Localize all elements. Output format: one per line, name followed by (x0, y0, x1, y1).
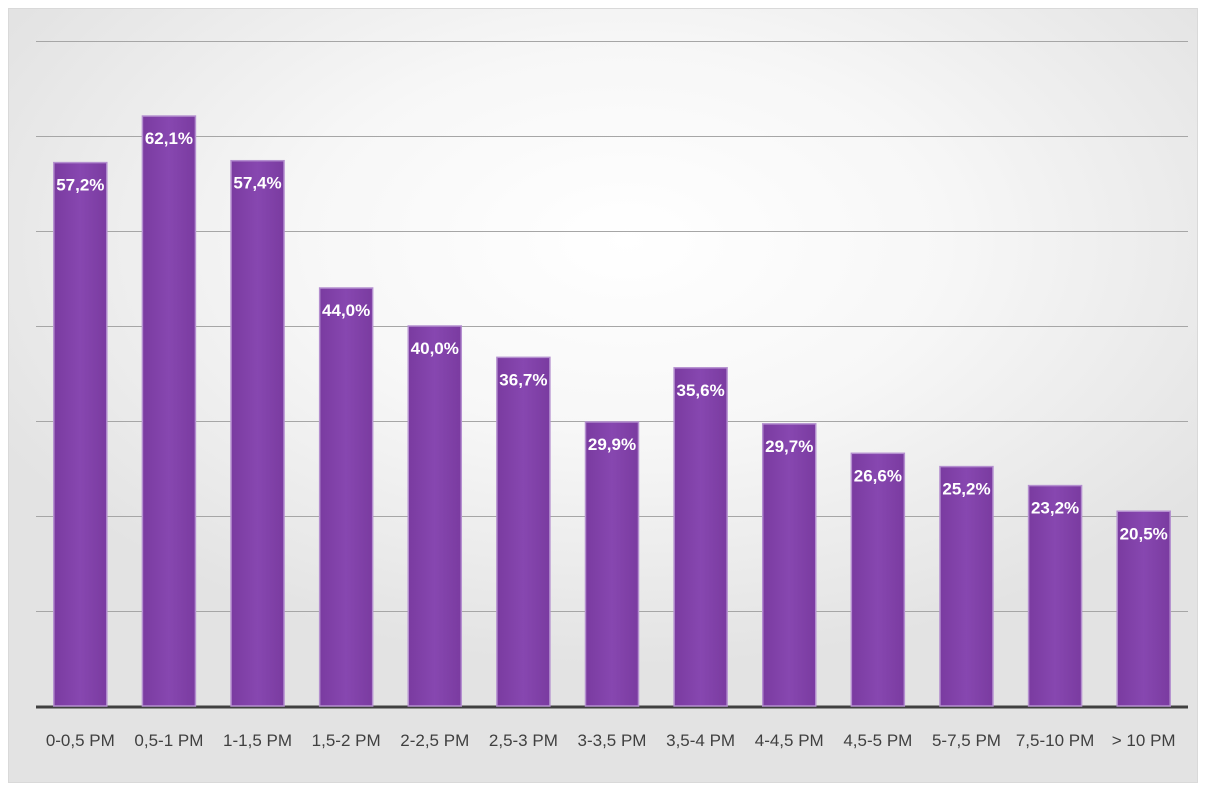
x-tick-label: 7,5-10 PM (1016, 731, 1094, 750)
bar (939, 465, 994, 707)
data-label: 29,9% (588, 435, 636, 454)
bar (230, 159, 285, 707)
bar (850, 452, 906, 707)
bar (761, 423, 817, 707)
x-tick-label: 1-1,5 PM (223, 731, 292, 750)
data-label: 26,6% (854, 466, 902, 485)
bar (496, 356, 551, 707)
x-tick-label: 3,5-4 PM (666, 731, 735, 750)
bar (407, 325, 463, 707)
data-label: 36,7% (499, 370, 547, 389)
bar (584, 421, 640, 707)
x-tick-label: 4-4,5 PM (755, 731, 824, 750)
x-tick-label: 2-2,5 PM (400, 731, 469, 750)
x-tick-label: 3-3,5 PM (578, 731, 647, 750)
bar (1027, 484, 1083, 707)
data-label: 29,7% (765, 437, 813, 456)
bar (673, 367, 728, 707)
data-label: 57,4% (233, 174, 281, 193)
bar (141, 115, 197, 707)
data-label: 62,1% (145, 129, 193, 148)
data-label: 40,0% (411, 339, 459, 358)
bar (53, 161, 108, 707)
x-tick-label: 0,5-1 PM (134, 731, 203, 750)
data-label: 20,5% (1120, 524, 1168, 543)
data-label: 57,2% (56, 176, 104, 195)
x-tick-label: 0-0,5 PM (46, 731, 115, 750)
data-label: 44,0% (322, 301, 370, 320)
x-tick-label: 4,5-5 PM (843, 731, 912, 750)
data-label: 23,2% (1031, 499, 1079, 518)
bar (1116, 510, 1171, 707)
x-tick-label: 2,5-3 PM (489, 731, 558, 750)
x-tick-label: 5-7,5 PM (932, 731, 1001, 750)
bar (318, 287, 374, 707)
data-label: 35,6% (677, 381, 725, 400)
data-label: 25,2% (942, 480, 990, 499)
x-tick-label: 1,5-2 PM (312, 731, 381, 750)
x-tick-label: > 10 PM (1112, 731, 1176, 750)
